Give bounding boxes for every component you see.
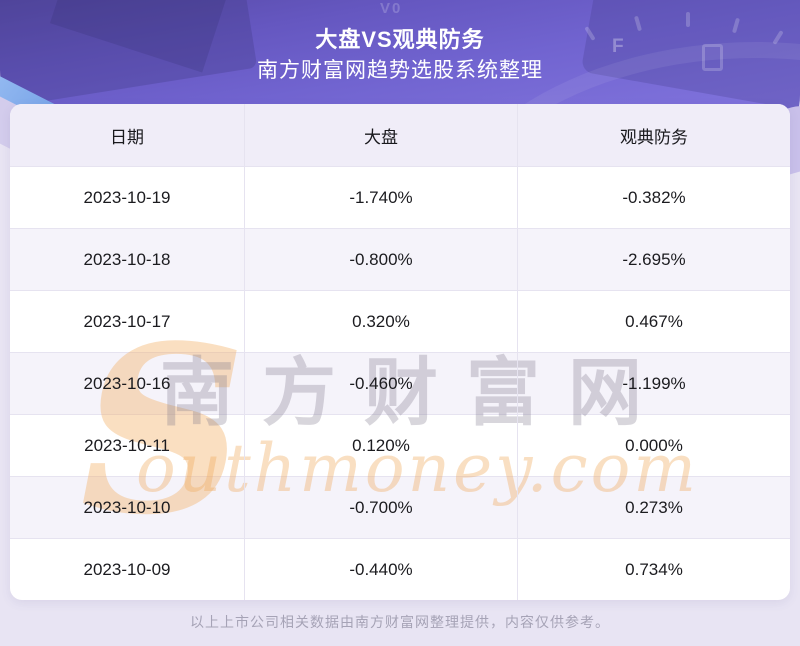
cell-stock: -1.199%	[517, 353, 790, 414]
column-header-date: 日期	[110, 127, 144, 147]
banner-decor-fuel-pump-icon	[702, 44, 723, 71]
cell-stock: 0.734%	[517, 539, 790, 600]
table-row: 2023-10-18 -0.800% -2.695%	[10, 228, 790, 290]
cell-market: -1.740%	[244, 167, 517, 228]
cell-stock: -2.695%	[517, 229, 790, 290]
cell-date: 2023-10-17	[83, 311, 171, 331]
banner-decor-gauge-full-label: F	[612, 36, 624, 57]
cell-market: -0.440%	[244, 539, 517, 600]
table-row: 2023-10-17 0.320% 0.467%	[10, 290, 790, 352]
page-subtitle: 南方财富网趋势选股系统整理	[257, 59, 543, 82]
cell-date: 2023-10-19	[83, 187, 171, 207]
cell-date: 2023-10-16	[83, 373, 171, 393]
comparison-table: S 南方财富网 outhmoney.com 日期 大盘 观典防务 2023-10…	[10, 104, 790, 600]
cell-date: 2023-10-09	[83, 559, 171, 579]
cell-stock: 0.273%	[517, 477, 790, 538]
cell-stock: 0.000%	[517, 415, 790, 476]
cell-market: 0.320%	[244, 291, 517, 352]
page-title: 大盘VS观典防务	[315, 27, 485, 52]
cell-market: 0.120%	[244, 415, 517, 476]
column-header-stock: 观典防务	[517, 104, 790, 166]
cell-stock: 0.467%	[517, 291, 790, 352]
cell-market: -0.700%	[244, 477, 517, 538]
cell-date: 2023-10-18	[83, 249, 171, 269]
banner-decor-collage-text: V0	[380, 0, 403, 17]
table-row: 2023-10-10 -0.700% 0.273%	[10, 476, 790, 538]
column-header-market: 大盘	[244, 104, 517, 166]
banner-decor-gauge-tick	[686, 12, 690, 27]
cell-date: 2023-10-10	[83, 497, 171, 517]
cell-stock: -0.382%	[517, 167, 790, 228]
table-header-row: 日期 大盘 观典防务	[10, 104, 790, 166]
table-row: 2023-10-09 -0.440% 0.734%	[10, 538, 790, 600]
cell-market: -0.460%	[244, 353, 517, 414]
cell-date: 2023-10-11	[84, 435, 170, 455]
table-row: 2023-10-16 -0.460% -1.199%	[10, 352, 790, 414]
table-row: 2023-10-19 -1.740% -0.382%	[10, 166, 790, 228]
table-row: 2023-10-11 0.120% 0.000%	[10, 414, 790, 476]
footer-disclaimer: 以上上市公司相关数据由南方财富网整理提供，内容仅供参考。	[190, 614, 610, 630]
cell-market: -0.800%	[244, 229, 517, 290]
